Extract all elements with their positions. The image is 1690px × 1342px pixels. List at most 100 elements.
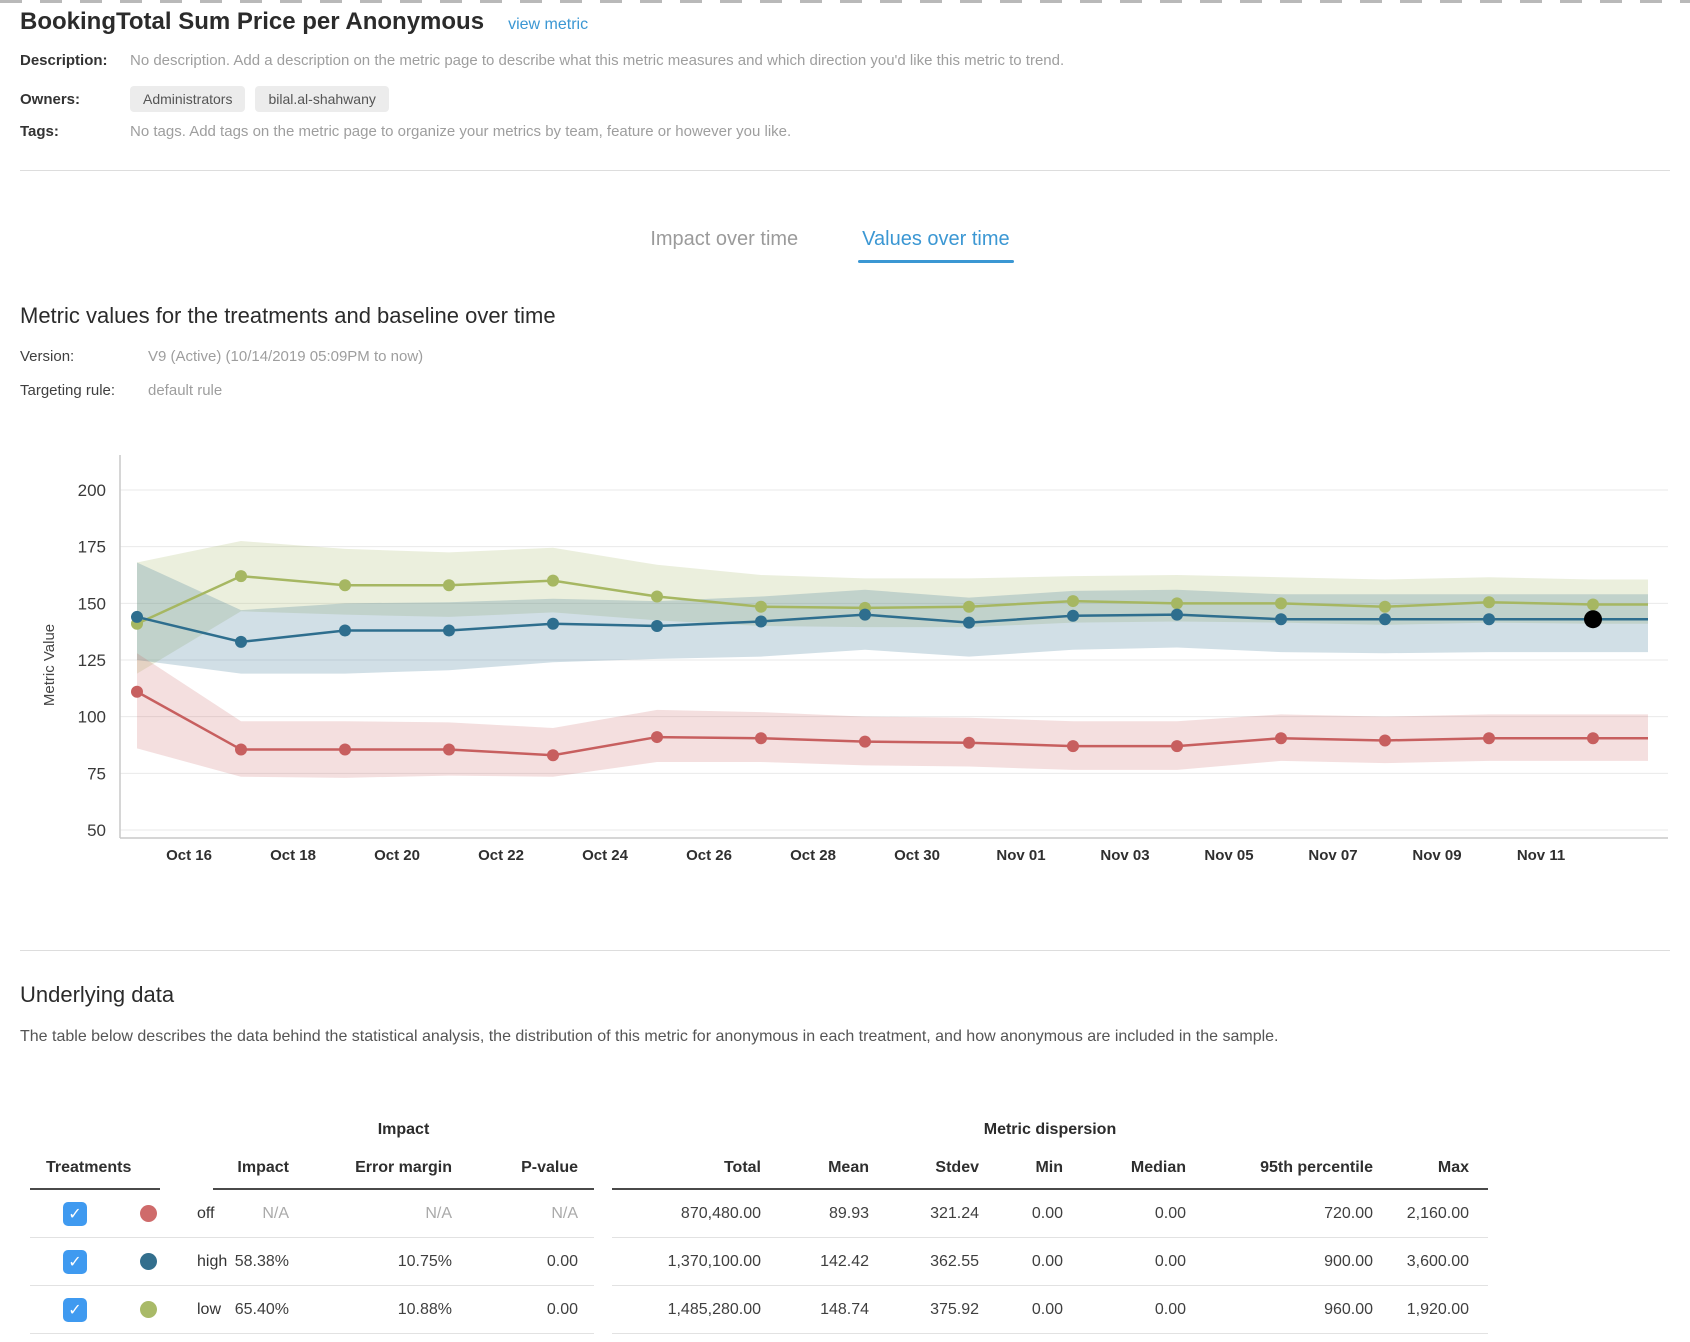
data-point-high[interactable]	[1275, 613, 1287, 626]
treatment-label: high	[197, 1252, 228, 1270]
data-point-low[interactable]	[547, 574, 559, 587]
underlying-data-heading: Underlying data	[20, 982, 175, 1007]
owner-chip: Administrators	[130, 86, 246, 112]
dispersion-value: 900.00	[1324, 1252, 1373, 1270]
data-point-off[interactable]	[859, 735, 871, 748]
treatment-checkbox-off[interactable]: ✓	[63, 1201, 87, 1226]
data-point-low[interactable]	[1379, 600, 1391, 613]
confidence-band-high	[137, 562, 1648, 674]
data-point-high[interactable]	[131, 610, 143, 623]
data-point-high[interactable]	[963, 616, 975, 629]
series-line-high	[136, 613, 1648, 644]
dispersion-column-header: Max	[1437, 1159, 1469, 1176]
dispersion-row-low: 1,485,280.00 148.74 375.92 0.00 0.00 960.00 1,…	[612, 1286, 1488, 1334]
treatment-checkbox-high[interactable]: ✓	[63, 1249, 87, 1274]
dispersion-column-headers: Total Mean Stdev Min Median 95th percentile Ma…	[612, 1148, 1488, 1188]
tags-value: No tags. Add tags on the metric page to …	[130, 123, 792, 140]
x-axis-tick-label: Nov 01	[996, 847, 1045, 864]
data-point-high[interactable]	[235, 635, 247, 648]
dispersion-value: 89.93	[828, 1204, 869, 1222]
version-label: Version:	[20, 348, 75, 365]
data-point-high[interactable]	[1379, 613, 1391, 626]
data-point-off[interactable]	[1067, 740, 1079, 753]
treatment-label: off	[197, 1204, 215, 1222]
x-axis-tick-label: Oct 30	[894, 847, 940, 864]
data-point-off[interactable]	[1483, 732, 1495, 745]
targeting-rule-row: Targeting rule: default rule	[20, 382, 222, 399]
data-point-high[interactable]	[547, 617, 559, 630]
dispersion-value: 870,480.00	[680, 1204, 761, 1222]
dispersion-value: 1,485,280.00	[667, 1300, 761, 1318]
dispersion-row-off: 870,480.00 89.93 321.24 0.00 0.00 720.00 2,160…	[612, 1190, 1488, 1238]
y-axis-label: Metric Value	[41, 624, 58, 706]
x-axis-tick-label: Oct 24	[582, 847, 629, 864]
dispersion-column-header: Total	[723, 1159, 761, 1176]
description-value: No description. Add a description on the…	[130, 52, 1065, 69]
tab-impact-over-time[interactable]: Impact over time	[650, 228, 799, 250]
x-axis-tick-label: Nov 07	[1308, 847, 1357, 864]
data-point-low[interactable]	[1483, 596, 1495, 609]
data-point-off[interactable]	[235, 743, 247, 756]
values-over-time-chart-svg: 200 175 150 125 100 75 50 Metric Value Oct 16 Oct…	[41, 455, 1668, 864]
dispersion-value: 3,600.00	[1406, 1252, 1469, 1270]
data-point-off[interactable]	[1587, 732, 1599, 745]
data-point-high[interactable]	[651, 620, 663, 632]
data-point-off[interactable]	[339, 743, 351, 756]
treatment-checkbox-low[interactable]: ✓	[63, 1297, 87, 1322]
data-point-off[interactable]	[1275, 732, 1287, 745]
data-point-low[interactable]	[651, 590, 663, 603]
data-point-high[interactable]	[755, 615, 767, 628]
view-metric-link[interactable]: view metric	[508, 16, 589, 33]
data-point-low[interactable]	[963, 600, 975, 613]
underlying-data-description: The table below describes the data behin…	[20, 1028, 1279, 1045]
description-row: Description: No description. Add a descr…	[20, 52, 1064, 69]
data-point-off[interactable]	[651, 731, 663, 744]
data-point-high[interactable]	[339, 624, 351, 637]
x-axis-tick-label: Oct 20	[374, 847, 420, 864]
data-point-high[interactable]	[1171, 608, 1183, 621]
data-point-off[interactable]	[755, 732, 767, 745]
data-point-low[interactable]	[1587, 598, 1599, 611]
version-row: Version: V9 (Active) (10/14/2019 05:09PM…	[20, 348, 423, 365]
data-point-low[interactable]	[1067, 595, 1079, 608]
impact-value: 0.00	[546, 1252, 578, 1270]
data-point-high[interactable]	[443, 624, 455, 637]
data-point-high[interactable]	[1067, 609, 1079, 622]
latest-point-highlight[interactable]	[1584, 610, 1602, 629]
impact-value: N/A	[425, 1204, 452, 1222]
metric-values-chart: 200 175 150 125 100 75 50 Metric Value Oct 16 Oct…	[0, 430, 1690, 890]
data-point-off[interactable]	[963, 736, 975, 749]
data-point-low[interactable]	[755, 600, 767, 613]
data-point-off[interactable]	[1379, 734, 1391, 747]
data-point-high[interactable]	[1483, 613, 1495, 626]
data-point-high[interactable]	[859, 608, 871, 621]
dispersion-value: 1,920.00	[1406, 1300, 1469, 1318]
dispersion-value: 375.92	[930, 1300, 979, 1318]
series-line-off	[136, 690, 1648, 757]
data-point-low[interactable]	[235, 570, 247, 583]
description-label: Description:	[20, 52, 108, 69]
impact-column-header: Error margin	[355, 1159, 452, 1176]
data-point-low[interactable]	[339, 579, 351, 592]
data-point-low[interactable]	[1171, 597, 1183, 610]
data-point-off[interactable]	[443, 743, 455, 756]
dispersion-value: 720.00	[1324, 1204, 1373, 1222]
y-axis-tick-label: 175	[78, 538, 106, 557]
x-axis-tick-label: Nov 03	[1100, 847, 1149, 864]
tab-values-over-time[interactable]: Values over time	[858, 228, 1015, 263]
data-point-off[interactable]	[1171, 740, 1183, 753]
treatment-color-dot-high	[140, 1253, 157, 1270]
dispersion-value: 1,370,100.00	[667, 1252, 761, 1270]
impact-column-headers: Impact Error margin P-value	[213, 1148, 594, 1188]
impact-value: 10.75%	[397, 1252, 452, 1270]
data-point-off[interactable]	[547, 749, 559, 762]
owners-row: Owners: Administrators bilal.al-shahwany	[20, 86, 399, 112]
dispersion-header-underline	[612, 1188, 1488, 1190]
data-point-off[interactable]	[131, 685, 143, 698]
data-point-low[interactable]	[443, 579, 455, 592]
x-axis-tick-label: Nov 05	[1204, 847, 1253, 864]
y-axis-tick-label: 150	[78, 594, 106, 613]
dispersion-column-header: Min	[1035, 1159, 1063, 1176]
data-point-low[interactable]	[1275, 597, 1287, 610]
